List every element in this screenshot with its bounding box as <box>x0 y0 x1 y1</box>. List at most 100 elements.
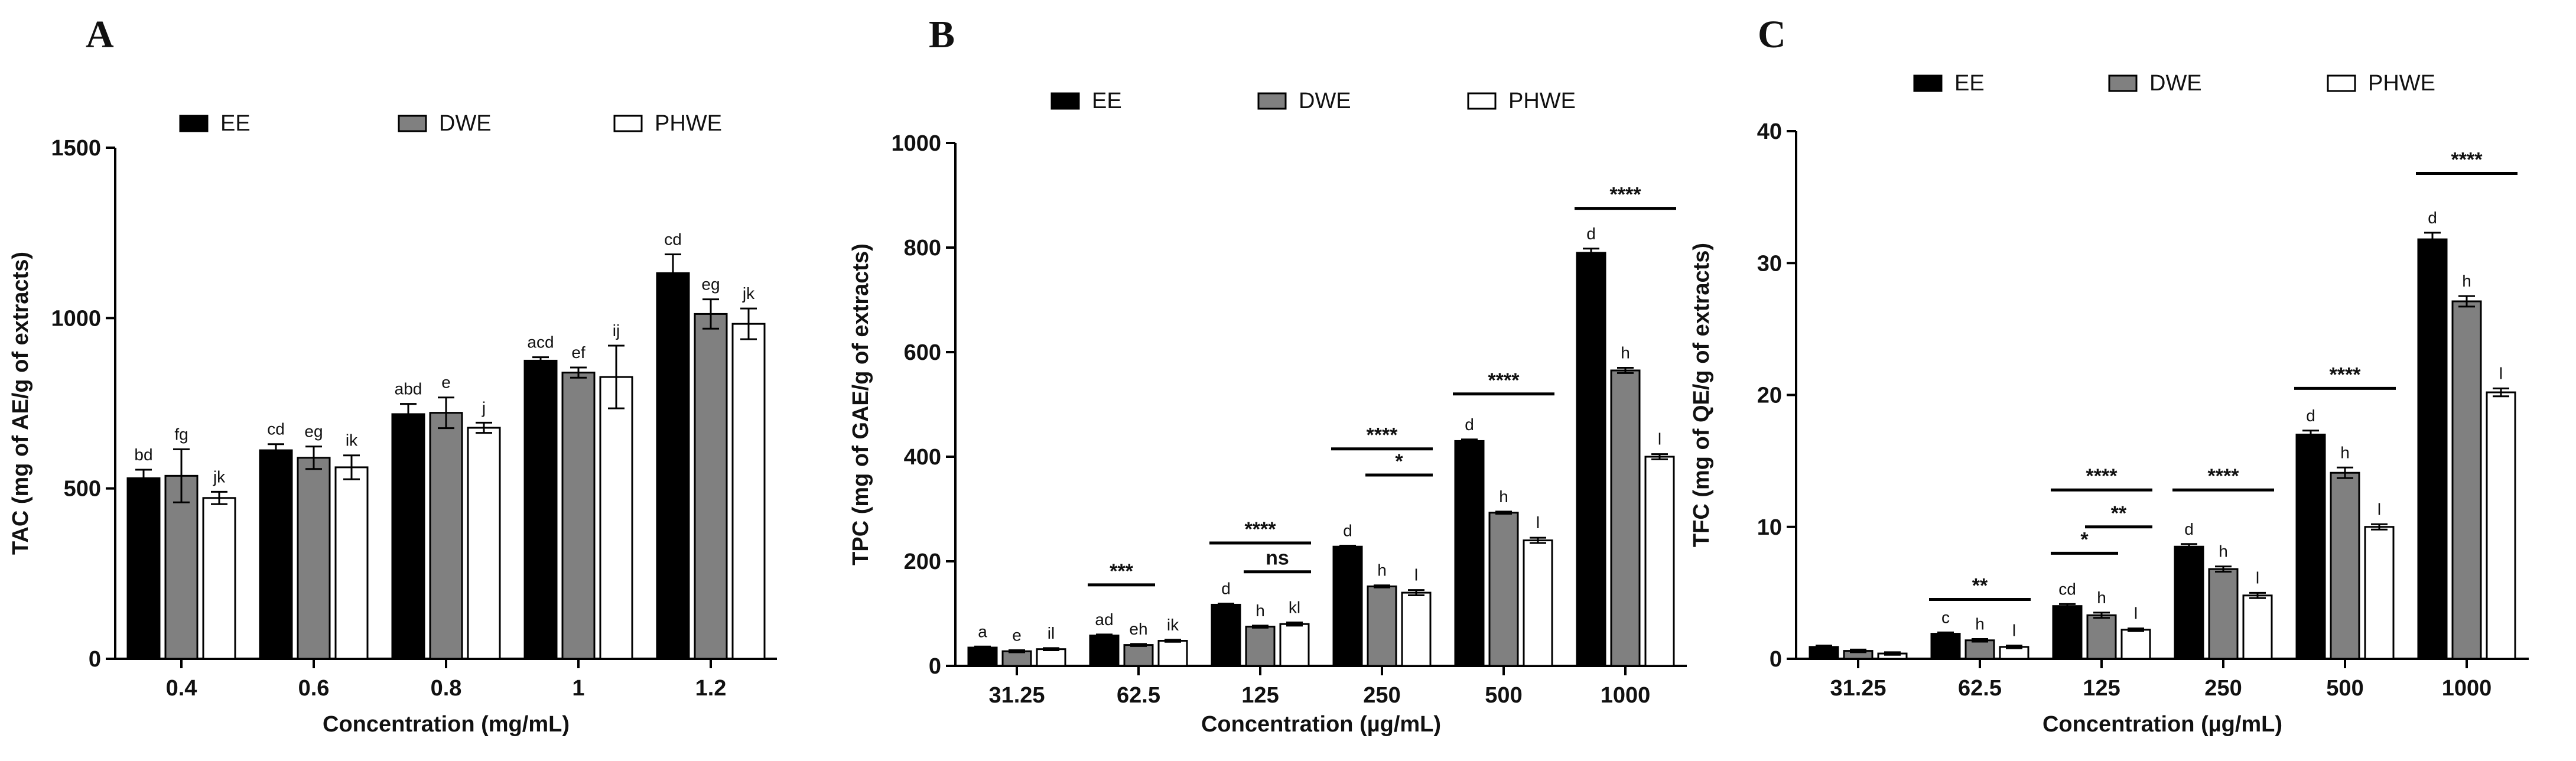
panel-b: B 0 200 400 600 800 1000 31.25 62.5 125 250 500 100… <box>848 13 1687 737</box>
bar-phwe <box>2364 526 2395 660</box>
bar-dwe <box>1367 585 1397 667</box>
bar-letter-label: bd <box>134 445 152 464</box>
significance-label: **** <box>1610 184 1642 206</box>
bar-dwe <box>1123 644 1154 667</box>
bar-dwe <box>694 313 728 660</box>
x-tick-label: 0.4 <box>166 676 197 701</box>
bar-ee <box>523 359 558 660</box>
bar-ee <box>967 646 998 667</box>
bar-letter-label: l <box>1536 513 1540 532</box>
bar-letter-label: ef <box>571 343 586 362</box>
bar-phwe <box>1279 623 1310 667</box>
bar-letter-label: eg <box>304 422 323 441</box>
panel-b-y-axis-title: TPC (mg of GAE/g of extracts) <box>848 243 873 565</box>
bar-phwe <box>1036 648 1066 667</box>
bar-letter-label: acd <box>527 333 554 352</box>
legend-label-ee: EE <box>1954 71 1985 96</box>
bar-letter-label: fg <box>174 425 188 443</box>
bar-dwe <box>2330 471 2360 660</box>
bar-dwe <box>1001 650 1032 667</box>
bar-letter-label: h <box>1377 561 1387 580</box>
bar-letter-label: l <box>2499 364 2503 382</box>
bar-ee <box>2174 545 2204 660</box>
y-tick-label: 0 <box>929 654 941 679</box>
bar-letter-label: e <box>441 373 451 392</box>
bar-phwe <box>1644 456 1675 667</box>
legend-label-dwe: DWE <box>2149 71 2202 96</box>
bar-dwe <box>1488 512 1519 667</box>
x-tick-label: 250 <box>2204 676 2242 701</box>
y-tick-label: 30 <box>1757 251 1782 276</box>
bar-letter-label: l <box>2012 622 2016 640</box>
panel-a: A 0 500 1000 1500 0.4 0.6 0.8 1 1.2 Concentration… <box>8 13 777 737</box>
x-tick-label: 500 <box>2326 676 2363 701</box>
bar-letter-label: abd <box>395 380 422 398</box>
bar-letter-label: h <box>2340 443 2350 461</box>
bar-dwe <box>1610 369 1641 667</box>
x-tick-label: 62.5 <box>1958 676 2002 701</box>
x-tick-label: 125 <box>2083 676 2120 701</box>
y-tick-label: 1000 <box>891 131 941 156</box>
bar-phwe <box>2486 391 2516 660</box>
bar-letter-label: l <box>2134 604 2138 623</box>
bar-letter-label: eh <box>1129 620 1147 638</box>
panel-a-y-axis-title: TAC (mg of AE/g of extracts) <box>8 252 33 555</box>
x-tick-label: 1.2 <box>695 676 727 701</box>
significance-label: * <box>1395 450 1403 473</box>
y-tick-label: 200 <box>904 549 941 574</box>
bar-ee <box>1454 440 1485 667</box>
bar-phwe <box>334 466 369 660</box>
bar-phwe <box>1157 640 1188 667</box>
bar-dwe <box>1964 639 1995 660</box>
y-tick-label: 400 <box>904 445 941 470</box>
bar-letter-label: cd <box>2058 580 2076 598</box>
bar-letter-label: cd <box>664 230 682 248</box>
bar-letter-label: jk <box>213 467 226 486</box>
bar-phwe <box>1523 539 1553 667</box>
bar-dwe <box>2208 568 2239 660</box>
legend-swatch-phwe <box>613 115 643 132</box>
bar-letter-label: d <box>1586 225 1596 243</box>
bar-letter-label: a <box>978 622 987 640</box>
legend-swatch-ee <box>1913 74 1943 92</box>
bar-ee <box>1211 603 1241 667</box>
panel-b-x-axis-title: Concentration (µg/mL) <box>1201 712 1441 737</box>
bar-phwe <box>2242 594 2273 660</box>
significance-label: **** <box>2330 363 2362 386</box>
y-tick-label: 500 <box>64 477 101 502</box>
legend-swatch-phwe <box>2327 74 2356 92</box>
bar-dwe <box>2086 614 2117 660</box>
y-tick-label: 800 <box>904 236 941 261</box>
panel-a-letter: A <box>86 13 114 56</box>
legend-swatch-dwe <box>2108 74 2138 92</box>
bar-ee <box>1332 545 1363 667</box>
bar-phwe <box>467 427 501 660</box>
bar-dwe <box>561 372 596 660</box>
bar-letter-label: eg <box>701 275 720 294</box>
significance-label: *** <box>1110 560 1133 583</box>
bar-letter-label: d <box>2306 406 2315 425</box>
legend-swatch-dwe <box>398 115 427 132</box>
bar-ee <box>391 413 425 660</box>
bar-ee <box>1089 635 1120 667</box>
x-tick-label: 250 <box>1363 683 1400 708</box>
legend-swatch-phwe <box>1467 92 1497 110</box>
x-tick-label: 0.8 <box>431 676 462 701</box>
bar-letter-label: ik <box>346 431 358 450</box>
legend-label-ee: EE <box>1092 89 1122 113</box>
bar-letter-label: e <box>1012 626 1022 644</box>
bar-letter-label: il <box>1048 624 1055 642</box>
y-tick-label: 10 <box>1757 515 1782 540</box>
x-tick-label: 31.25 <box>988 683 1045 708</box>
bar-phwe <box>202 497 236 660</box>
x-tick-label: 1 <box>572 676 584 701</box>
bar-letter-label: h <box>1256 601 1265 620</box>
bar-letter-label: kl <box>1289 599 1300 617</box>
bar-letter-label: l <box>2377 500 2381 518</box>
bar-letter-label: h <box>1975 615 1985 633</box>
significance-label: ns <box>1266 547 1289 570</box>
bar-dwe <box>164 474 199 660</box>
x-tick-label: 31.25 <box>1830 676 1886 701</box>
bar-letter-label: ik <box>1167 616 1179 634</box>
